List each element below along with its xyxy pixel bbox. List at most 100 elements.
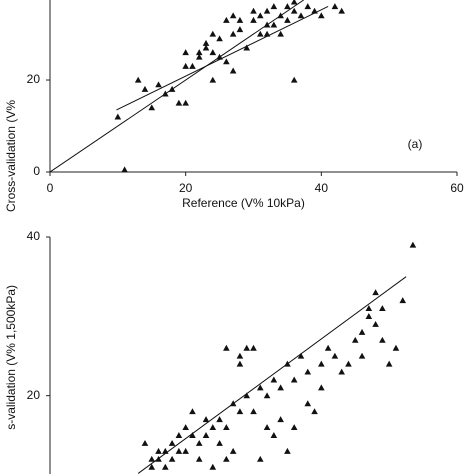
- point: [155, 81, 162, 88]
- point: [270, 432, 278, 438]
- point: [216, 416, 223, 423]
- point: [223, 455, 230, 462]
- point: [155, 447, 162, 454]
- point: [379, 336, 386, 343]
- point: [277, 416, 284, 423]
- point: [372, 289, 379, 296]
- point: [284, 360, 291, 367]
- x-axis-title: Reference (V% 10kPa): [182, 196, 305, 210]
- point: [229, 447, 237, 454]
- point: [290, 376, 298, 383]
- point: [134, 76, 142, 83]
- point: [318, 12, 325, 19]
- point: [236, 352, 244, 359]
- point: [365, 313, 373, 319]
- point: [290, 0, 298, 5]
- point: [311, 408, 318, 415]
- point: [229, 12, 237, 19]
- fit-line: [137, 276, 407, 474]
- point: [195, 455, 203, 462]
- point: [243, 392, 251, 399]
- point: [250, 16, 257, 23]
- point: [182, 447, 189, 454]
- point: [270, 3, 278, 10]
- point: [195, 439, 203, 446]
- y-axis-title: s-validation (V% 1,500kPa): [4, 285, 18, 430]
- point: [290, 424, 298, 431]
- point: [392, 344, 400, 351]
- point: [195, 49, 203, 56]
- point: [351, 336, 359, 343]
- x-tick-label: 0: [47, 181, 54, 195]
- point: [284, 3, 291, 10]
- point: [202, 39, 210, 46]
- point: [284, 16, 291, 23]
- point: [297, 352, 305, 359]
- point: [256, 30, 264, 37]
- point: [223, 16, 230, 23]
- point: [202, 432, 210, 438]
- point: [189, 62, 196, 69]
- point: [365, 305, 373, 312]
- point: [263, 7, 271, 14]
- y-tick-label: 20: [27, 388, 41, 402]
- point: [250, 344, 257, 351]
- point: [209, 76, 217, 83]
- point: [263, 392, 271, 399]
- point: [223, 424, 230, 431]
- point: [236, 408, 244, 415]
- point: [399, 297, 407, 304]
- y-axis-title: Cross-validation (V%: [4, 100, 18, 212]
- point: [141, 439, 149, 446]
- point: [297, 12, 305, 19]
- point: [311, 7, 318, 14]
- point: [270, 21, 278, 28]
- point: [318, 360, 325, 367]
- point: [263, 21, 271, 28]
- point: [216, 439, 223, 446]
- point: [223, 58, 230, 65]
- point: [256, 384, 264, 391]
- point: [270, 376, 278, 383]
- point: [155, 455, 162, 462]
- point: [236, 16, 244, 23]
- y-tick-label: 20: [27, 72, 41, 86]
- point: [189, 432, 196, 438]
- point: [182, 99, 189, 106]
- point: [182, 424, 189, 431]
- point: [182, 62, 189, 69]
- point: [121, 166, 128, 173]
- point: [114, 113, 122, 120]
- point: [385, 360, 393, 367]
- point: [358, 352, 366, 359]
- x-tick-label: 20: [179, 181, 193, 195]
- point: [338, 7, 345, 14]
- point: [209, 49, 217, 56]
- point: [304, 400, 312, 407]
- point: [209, 463, 217, 470]
- point: [209, 424, 217, 431]
- point: [358, 328, 366, 335]
- point: [148, 104, 156, 111]
- point: [290, 7, 298, 14]
- point: [202, 416, 210, 423]
- x-tick-label: 60: [450, 181, 464, 195]
- point: [331, 352, 339, 359]
- point: [209, 30, 217, 37]
- point: [290, 76, 298, 83]
- point: [168, 85, 176, 92]
- y-tick-label: 40: [27, 229, 41, 243]
- point: [195, 53, 203, 60]
- fit-line: [50, 0, 304, 172]
- point: [162, 447, 169, 454]
- point: [338, 368, 345, 375]
- point: [277, 12, 284, 19]
- point: [175, 447, 183, 454]
- point: [216, 35, 223, 42]
- point: [236, 26, 244, 33]
- point: [243, 344, 251, 351]
- point: [175, 99, 183, 106]
- point: [229, 30, 237, 37]
- point: [331, 3, 339, 10]
